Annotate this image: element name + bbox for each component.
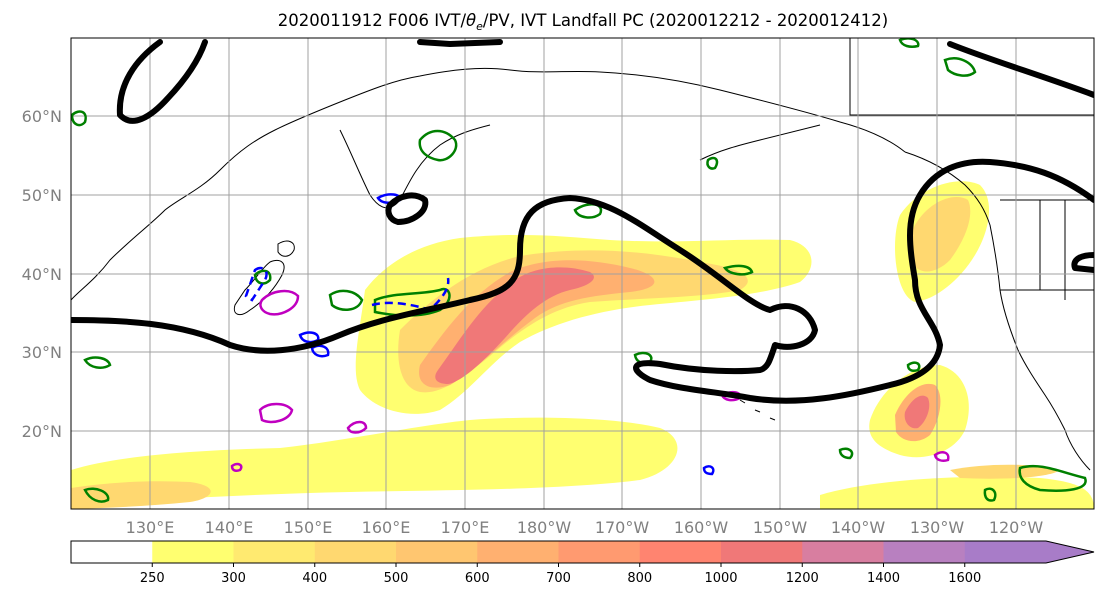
- lon-label-160w: 160°W: [674, 518, 729, 537]
- ivt-landfall-inner: [909, 197, 971, 272]
- asia-coast: [71, 67, 601, 301]
- pc-contour-east-hook: [1071, 252, 1094, 273]
- alaska-coast: [599, 71, 906, 153]
- lon-label-150e: 150°E: [284, 518, 333, 537]
- pc-contour-top-left: [417, 39, 503, 47]
- colorbar-tick-label: 400: [302, 571, 327, 586]
- colorbar-tick-label: 300: [221, 571, 246, 586]
- lon-label-180w: 180°W: [517, 518, 572, 537]
- colorbar-segment: [964, 541, 1094, 563]
- lat-label-50n: 50°N: [22, 186, 62, 205]
- lon-label-130e: 130°E: [126, 518, 175, 537]
- lon-label-170w: 170°W: [595, 518, 650, 537]
- colorbar-outline: [70, 540, 1095, 564]
- colorbar-ticks: 250 300 400 500 600 700 800 1000 1200 1400 1600: [140, 563, 981, 586]
- colorbar-tick-label: 1400: [867, 571, 900, 586]
- canada-border: [849, 38, 1094, 116]
- ivt-east-band: [820, 476, 1094, 509]
- colorbar-tick-label: 1000: [704, 571, 737, 586]
- map-area: [71, 38, 1094, 509]
- baja-coast: [1064, 429, 1091, 471]
- colorbar-segment: [477, 541, 559, 563]
- colorbar-tick-label: 1600: [948, 571, 981, 586]
- colorbar: 250 300 400 500 600 700 800 1000 1200 1400 1600: [70, 540, 1095, 586]
- colorbar-segment: [802, 541, 884, 563]
- colorbar-segment: [883, 541, 966, 563]
- lon-label-120w: 120°W: [989, 518, 1044, 537]
- pc-contour-northeast: [947, 41, 1094, 98]
- map-frame: [70, 37, 1095, 510]
- lon-label-130w: 130°W: [910, 518, 965, 537]
- hawaii-islands: [739, 399, 776, 421]
- colorbar-segment: [396, 541, 478, 563]
- colorbar-tick-label: 1200: [786, 571, 819, 586]
- lon-label-140e: 140°E: [205, 518, 254, 537]
- japan-hokkaido: [277, 240, 295, 257]
- landfall-pc-contours: [71, 39, 1094, 404]
- japan-honshu: [233, 260, 285, 316]
- us-west-coast: [989, 224, 1066, 431]
- lat-label-40n: 40°N: [22, 265, 62, 284]
- colorbar-tick-label: 500: [384, 571, 409, 586]
- ivt-hawaii-core: [904, 395, 930, 429]
- ivt-tropical-band: [71, 417, 678, 505]
- colorbar-tick-label: 700: [546, 571, 571, 586]
- lon-label-170e: 170°E: [441, 518, 490, 537]
- latitude-labels: 60°N 50°N 40°N 30°N 20°N: [22, 107, 62, 441]
- ivt-east-band-2: [950, 464, 1060, 479]
- colorbar-tick-label: 800: [627, 571, 652, 586]
- colorbar-tick-label: 600: [465, 571, 490, 586]
- colorbar-segment: [639, 541, 722, 563]
- ivt-shading: [71, 181, 1094, 509]
- colorbar-segments: [71, 541, 1094, 563]
- colorbar-segment: [152, 541, 234, 563]
- figure-title: 2020011912 F006 IVT/θe/PV, IVT Landfall …: [278, 11, 888, 33]
- colorbar-segment: [314, 541, 397, 563]
- colorbar-segment: [721, 541, 803, 563]
- lat-label-20n: 20°N: [22, 422, 62, 441]
- pc-contour-north-loop: [116, 39, 208, 124]
- colorbar-segment: [558, 541, 641, 563]
- canada-coast: [904, 151, 991, 226]
- pc-contour-main: [71, 158, 1094, 404]
- ivt-plume-core: [435, 267, 594, 384]
- colorbar-segment: [71, 541, 153, 563]
- alaska-south: [699, 124, 821, 161]
- longitude-labels: 130°E 140°E 150°E 160°E 170°E 180°W 170°…: [126, 518, 1044, 537]
- lat-label-60n: 60°N: [22, 107, 62, 126]
- lon-label-150w: 150°W: [753, 518, 808, 537]
- lat-label-30n: 30°N: [22, 343, 62, 362]
- pc-contour-kamchatka: [385, 192, 429, 225]
- colorbar-segment: [233, 541, 316, 563]
- lon-label-160e: 160°E: [362, 518, 411, 537]
- lon-label-140w: 140°W: [831, 518, 886, 537]
- colorbar-tick-label: 250: [140, 571, 165, 586]
